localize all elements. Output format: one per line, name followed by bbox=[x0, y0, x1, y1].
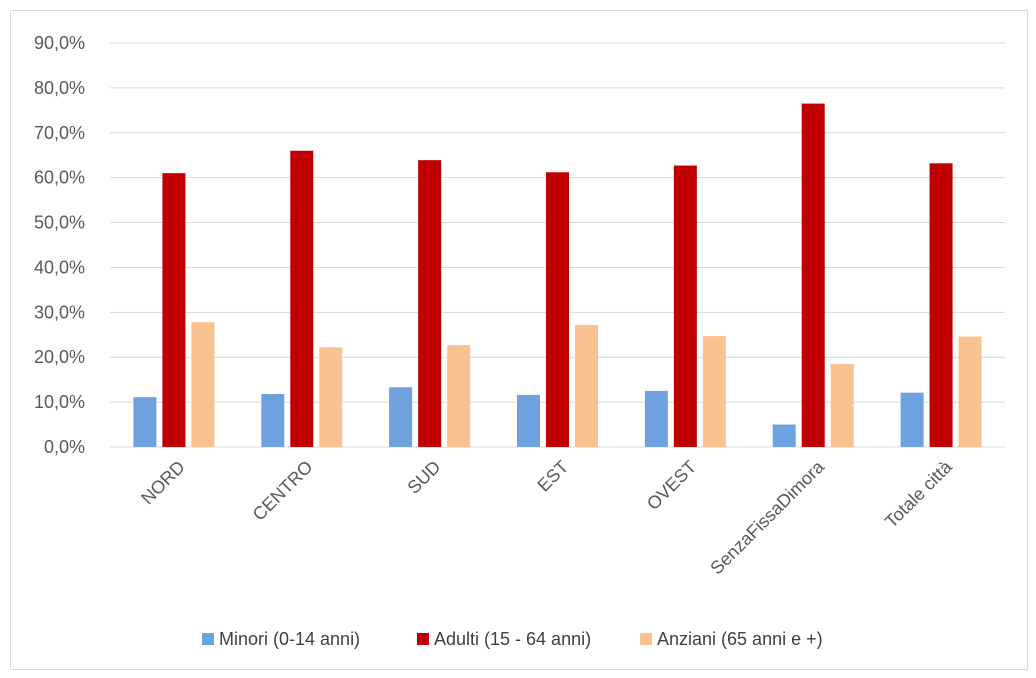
bar-centro-2 bbox=[290, 150, 314, 447]
legend-swatch bbox=[640, 633, 652, 645]
bar-totale-citt-3 bbox=[958, 336, 982, 447]
x-tick-label: NORD bbox=[137, 457, 189, 509]
bar-ovest-1 bbox=[644, 390, 668, 447]
y-tick-label: 70,0% bbox=[34, 123, 85, 143]
bar-nord-1 bbox=[133, 397, 157, 447]
x-tick-label: SUD bbox=[403, 457, 444, 498]
x-tick-label: SenzaFissaDimora bbox=[706, 456, 828, 578]
bar-est-3 bbox=[575, 324, 598, 447]
bar-sud-3 bbox=[447, 345, 471, 447]
y-tick-label: 80,0% bbox=[34, 78, 85, 98]
x-tick-label: OVEST bbox=[643, 457, 700, 514]
y-tick-label: 50,0% bbox=[34, 213, 85, 233]
x-tick-label: Totale città bbox=[881, 456, 957, 532]
bars bbox=[133, 103, 982, 447]
x-tick-label: EST bbox=[533, 457, 572, 496]
bar-senzafissadimora-2 bbox=[801, 103, 825, 447]
x-axis-tick-labels: NORD CENTRO SUD EST OVEST SenzaFissaDimora Tot… bbox=[137, 456, 956, 578]
y-axis-tick-labels: 0,0% 10,0% 20,0% 30,0% 40,0% 50,0% 60,0% 70,0% 8… bbox=[34, 33, 85, 457]
legend-swatch bbox=[202, 633, 214, 645]
bar-centro-3 bbox=[319, 347, 343, 447]
legend: Minori (0-14 anni) Adulti (15 - 64 anni) A… bbox=[202, 629, 823, 649]
legend-label: Adulti (15 - 64 anni) bbox=[434, 629, 591, 649]
bar-ovest-2 bbox=[673, 165, 697, 447]
bar-totale-citt-2 bbox=[929, 163, 953, 447]
bar-centro-1 bbox=[261, 394, 285, 447]
y-tick-label: 60,0% bbox=[34, 168, 85, 188]
gridlines bbox=[110, 42, 1005, 448]
legend-label: Anziani (65 anni e +) bbox=[657, 629, 823, 649]
y-tick-label: 10,0% bbox=[34, 392, 85, 412]
y-tick-label: 90,0% bbox=[34, 33, 85, 53]
bar-sud-2 bbox=[418, 160, 442, 447]
y-tick-label: 0,0% bbox=[44, 437, 85, 457]
y-tick-label: 30,0% bbox=[34, 302, 85, 322]
legend-swatch bbox=[417, 633, 429, 645]
legend-label: Minori (0-14 anni) bbox=[219, 629, 360, 649]
bar-senzafissadimora-3 bbox=[830, 363, 854, 447]
bar-est-2 bbox=[546, 172, 569, 447]
y-tick-label: 20,0% bbox=[34, 347, 85, 367]
bar-ovest-3 bbox=[702, 336, 726, 447]
bar-nord-2 bbox=[162, 173, 186, 447]
bar-totale-citt-1 bbox=[900, 392, 924, 447]
bar-senzafissadimora-1 bbox=[772, 424, 796, 447]
bar-sud-1 bbox=[389, 387, 413, 447]
y-tick-label: 40,0% bbox=[34, 257, 85, 277]
bar-nord-3 bbox=[191, 322, 215, 447]
x-tick-label: CENTRO bbox=[249, 457, 317, 525]
bar-est-1 bbox=[517, 394, 540, 447]
